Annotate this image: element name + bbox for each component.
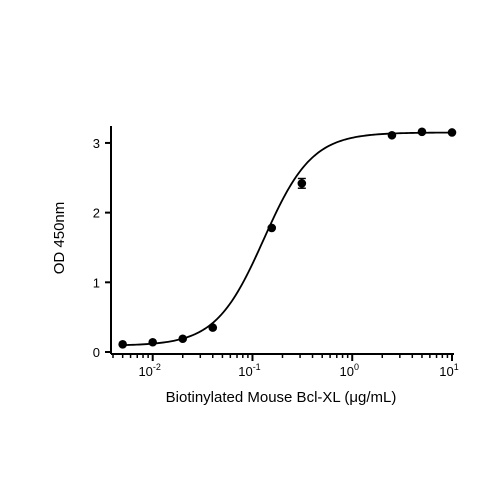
data-points-layer: [118, 127, 457, 349]
data-point: [178, 334, 188, 344]
data-point: [387, 130, 397, 140]
data-point: [297, 179, 307, 188]
y-tick-label: 0: [93, 345, 100, 360]
y-tick-label: 3: [93, 136, 100, 151]
data-point: [417, 127, 427, 137]
x-tick-label: 10-2: [138, 362, 160, 379]
x-tick-exponent: -1: [253, 362, 261, 372]
data-point: [208, 323, 218, 332]
x-axis-title: Biotinylated Mouse Bcl-XL (μg/mL): [166, 389, 397, 406]
data-point: [148, 337, 158, 347]
data-point: [447, 128, 457, 137]
x-tick-exponent: 1: [454, 362, 459, 372]
y-tick-label: 2: [93, 206, 100, 221]
x-tick-exponent: -2: [153, 362, 161, 372]
data-point: [267, 223, 277, 233]
y-tick-label: 1: [93, 275, 100, 290]
x-tick-label: 10-1: [238, 362, 260, 379]
fit-curve-layer: [122, 131, 453, 347]
x-tick-label: 101: [439, 362, 458, 379]
data-point: [118, 340, 127, 349]
fit-curve: [122, 131, 453, 347]
x-tick-exponent: 0: [354, 362, 359, 372]
y-axis-title: OD 450nm: [51, 202, 68, 275]
x-tick-label: 100: [339, 362, 358, 379]
